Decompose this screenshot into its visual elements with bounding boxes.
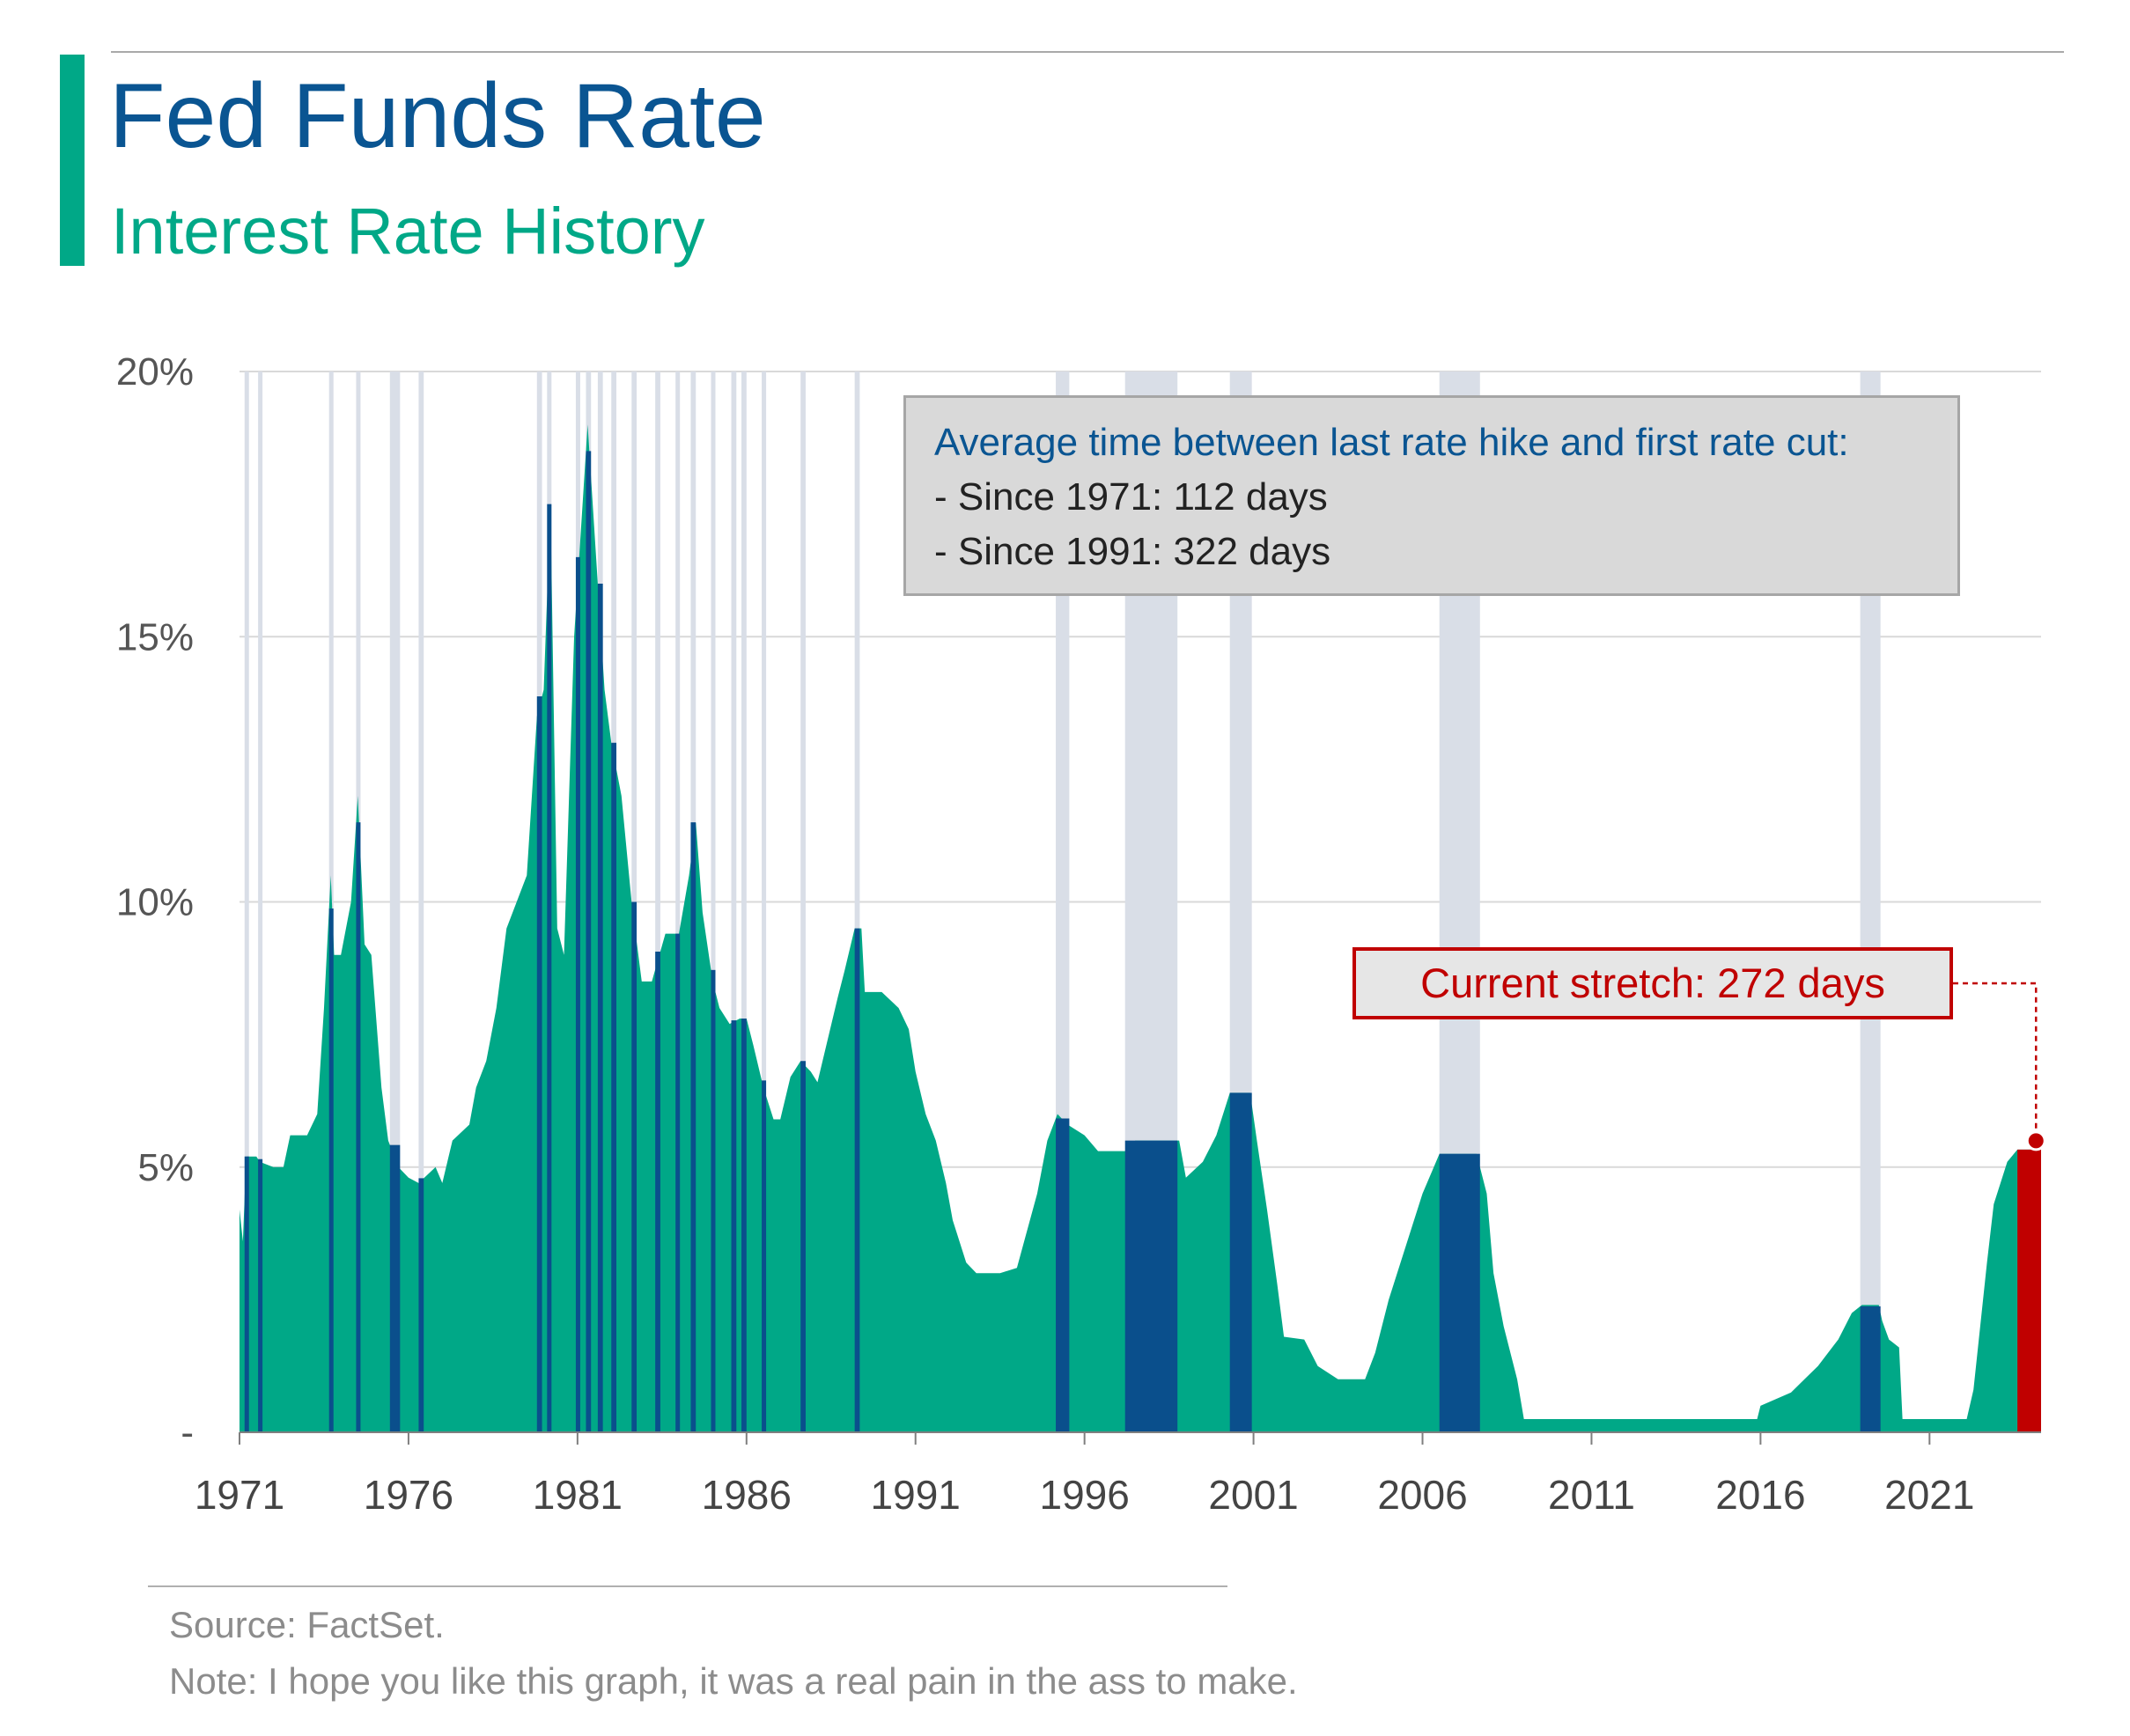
pause-bar: [418, 1178, 424, 1432]
source-note: Source: FactSet.: [169, 1604, 445, 1645]
pause-bar: [854, 928, 860, 1432]
pause-window-band: [800, 371, 806, 1432]
current-stretch-bar: [2017, 1149, 2041, 1432]
x-tick-label: 2021: [1884, 1472, 1974, 1518]
y-tick-label: 20%: [116, 350, 194, 394]
pause-window-band: [731, 371, 737, 1432]
pause-bar: [655, 951, 660, 1432]
callout-line-since-1971: - Since 1971: 112 days: [934, 475, 1328, 519]
chart-title: Fed Funds Rate: [109, 65, 766, 167]
pause-bar: [1439, 1153, 1480, 1432]
pause-window-band: [258, 371, 263, 1432]
x-tick-label: 1991: [871, 1472, 961, 1518]
pause-bar: [631, 901, 638, 1432]
pause-window-band: [675, 371, 681, 1432]
pause-window-band: [854, 371, 860, 1432]
average-time-callout: Average time between last rate hike and …: [903, 395, 1960, 596]
y-tick-label: 5%: [137, 1146, 194, 1189]
x-tick-label: 1971: [195, 1472, 284, 1518]
x-tick-label: 1986: [702, 1472, 792, 1518]
pause-bar: [611, 742, 617, 1432]
pause-bar: [258, 1159, 263, 1432]
pause-window-band: [418, 371, 424, 1432]
pause-window-band: [1860, 371, 1881, 1432]
pause-bar: [731, 1020, 737, 1432]
title-accent-bar: [60, 55, 85, 266]
pause-bar: [800, 1061, 806, 1432]
pause-bar: [586, 451, 592, 1432]
x-tick-label: 1981: [533, 1472, 623, 1518]
pause-bar: [575, 556, 580, 1432]
pause-bar: [711, 969, 716, 1432]
chart-subtitle: Interest Rate History: [111, 195, 705, 268]
pause-bar: [690, 822, 696, 1432]
pause-bar: [1860, 1306, 1881, 1432]
pause-bar: [389, 1144, 401, 1432]
pause-window-band: [711, 371, 716, 1432]
pause-bar: [1056, 1118, 1070, 1432]
pause-bar: [1229, 1092, 1252, 1432]
footnote: Note: I hope you like this graph, it was…: [169, 1660, 1298, 1702]
y-tick-label: 10%: [116, 881, 194, 924]
current-stretch-marker: [2025, 1130, 2046, 1151]
pause-bar: [547, 504, 552, 1432]
x-tick-label: 2006: [1377, 1472, 1467, 1518]
pause-window-band: [389, 371, 401, 1432]
x-tick-label: 2001: [1208, 1472, 1298, 1518]
rate-area: [240, 424, 2041, 1432]
top-rule: [111, 51, 2064, 53]
pause-window-band: [655, 371, 660, 1432]
callout-heading: Average time between last rate hike and …: [934, 421, 1849, 464]
footer-rule: [148, 1585, 1227, 1587]
pause-bar: [356, 822, 361, 1432]
callout-line-since-1991: - Since 1991: 322 days: [934, 530, 1331, 573]
pause-bar: [675, 933, 681, 1432]
x-tick-label: 2016: [1715, 1472, 1805, 1518]
pause-bar: [328, 908, 334, 1432]
pause-bar: [597, 584, 603, 1432]
pause-bar: [1124, 1140, 1178, 1432]
y-tick-label: -: [181, 1411, 194, 1454]
pause-window-band: [244, 371, 249, 1432]
current-stretch-callout: Current stretch: 272 days: [1352, 947, 1953, 1019]
pause-window-band: [762, 371, 767, 1432]
x-tick-label: 2011: [1548, 1472, 1635, 1518]
x-tick-label: 1996: [1039, 1472, 1129, 1518]
y-tick-label: 15%: [116, 615, 194, 658]
pause-bar: [536, 696, 542, 1432]
pause-bar: [762, 1080, 767, 1432]
x-tick-label: 1976: [364, 1472, 453, 1518]
pause-bar: [741, 1019, 747, 1432]
current-stretch-leader: [1953, 982, 2038, 1141]
pause-bar: [244, 1156, 249, 1432]
pause-window-band: [741, 371, 747, 1432]
